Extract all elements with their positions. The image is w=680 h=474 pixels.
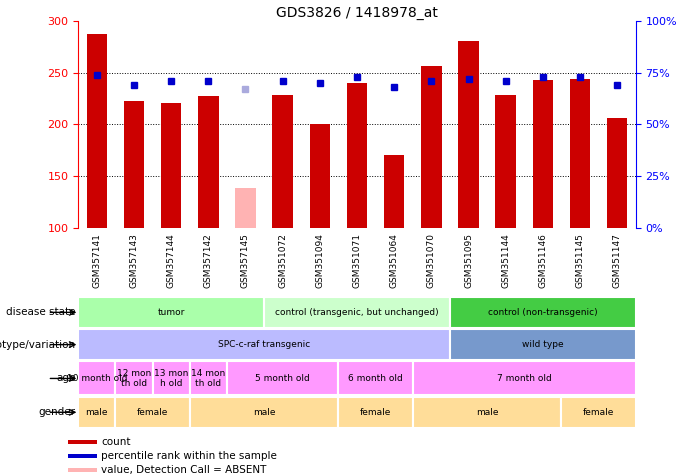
- Bar: [570, 79, 590, 228]
- Bar: [198, 96, 218, 228]
- Bar: [78, 329, 450, 360]
- Bar: [190, 397, 339, 428]
- Text: GSM351147: GSM351147: [613, 233, 622, 288]
- Text: 5 month old: 5 month old: [255, 374, 310, 383]
- Bar: [68, 454, 97, 458]
- Text: male: male: [253, 408, 275, 417]
- Bar: [421, 66, 441, 228]
- Text: control (transgenic, but unchanged): control (transgenic, but unchanged): [275, 308, 439, 317]
- Bar: [273, 94, 293, 228]
- Bar: [116, 361, 152, 395]
- Text: 14 mon
th old: 14 mon th old: [191, 369, 226, 388]
- Text: GSM357141: GSM357141: [92, 233, 101, 288]
- Bar: [450, 297, 636, 328]
- Text: value, Detection Call = ABSENT: value, Detection Call = ABSENT: [101, 465, 267, 474]
- Bar: [458, 41, 479, 228]
- Bar: [227, 361, 339, 395]
- Text: GSM351095: GSM351095: [464, 233, 473, 288]
- Bar: [161, 103, 182, 228]
- Text: 10 month old: 10 month old: [67, 374, 127, 383]
- Bar: [450, 329, 636, 360]
- Bar: [413, 361, 636, 395]
- Text: male: male: [86, 408, 108, 417]
- Text: GSM351071: GSM351071: [352, 233, 362, 288]
- Bar: [78, 297, 264, 328]
- Bar: [235, 188, 256, 228]
- Bar: [309, 125, 330, 228]
- Text: percentile rank within the sample: percentile rank within the sample: [101, 451, 277, 461]
- Bar: [347, 83, 367, 228]
- Bar: [562, 397, 636, 428]
- Bar: [86, 34, 107, 228]
- Bar: [124, 100, 144, 228]
- Text: control (non-transgenic): control (non-transgenic): [488, 308, 598, 317]
- Text: genotype/variation: genotype/variation: [0, 339, 75, 350]
- Text: GSM351145: GSM351145: [575, 233, 585, 288]
- Text: 6 month old: 6 month old: [348, 374, 403, 383]
- Text: male: male: [476, 408, 498, 417]
- Bar: [384, 155, 405, 228]
- Text: GSM351144: GSM351144: [501, 233, 510, 288]
- Text: 12 mon
th old: 12 mon th old: [117, 369, 151, 388]
- Bar: [68, 440, 97, 444]
- Text: female: female: [137, 408, 168, 417]
- Text: tumor: tumor: [158, 308, 185, 317]
- Text: age: age: [56, 374, 75, 383]
- Text: count: count: [101, 437, 131, 447]
- Text: GSM351064: GSM351064: [390, 233, 398, 288]
- Bar: [68, 468, 97, 472]
- Bar: [339, 361, 413, 395]
- Text: female: female: [583, 408, 614, 417]
- Title: GDS3826 / 1418978_at: GDS3826 / 1418978_at: [276, 6, 438, 20]
- Text: GSM357144: GSM357144: [167, 233, 175, 288]
- Text: GSM357145: GSM357145: [241, 233, 250, 288]
- Text: 7 month old: 7 month old: [497, 374, 551, 383]
- Text: female: female: [360, 408, 391, 417]
- Text: disease state: disease state: [6, 307, 75, 318]
- Text: SPC-c-raf transgenic: SPC-c-raf transgenic: [218, 340, 310, 349]
- Text: GSM351072: GSM351072: [278, 233, 287, 288]
- Text: GSM351070: GSM351070: [427, 233, 436, 288]
- Text: wild type: wild type: [522, 340, 564, 349]
- Bar: [607, 118, 628, 228]
- Text: GSM357142: GSM357142: [204, 233, 213, 288]
- Text: GSM357143: GSM357143: [129, 233, 139, 288]
- Bar: [190, 361, 227, 395]
- Bar: [152, 361, 190, 395]
- Bar: [116, 397, 190, 428]
- Bar: [339, 397, 413, 428]
- Bar: [532, 80, 553, 228]
- Bar: [413, 397, 562, 428]
- Text: gender: gender: [38, 407, 75, 417]
- Bar: [264, 297, 450, 328]
- Text: 13 mon
h old: 13 mon h old: [154, 369, 188, 388]
- Bar: [78, 361, 116, 395]
- Text: GSM351094: GSM351094: [316, 233, 324, 288]
- Text: GSM351146: GSM351146: [539, 233, 547, 288]
- Bar: [78, 397, 116, 428]
- Bar: [496, 94, 516, 228]
